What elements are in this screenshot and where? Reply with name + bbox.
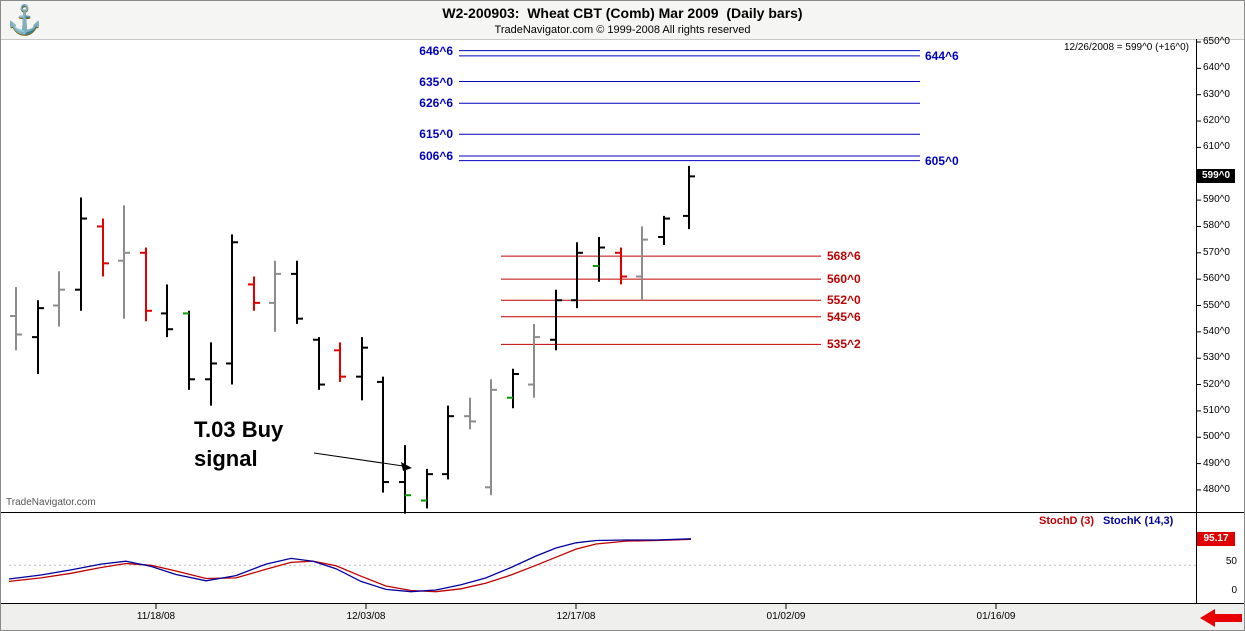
- resistance-level-label: 635^0: [419, 74, 453, 89]
- trade-navigator-logo-icon: ⚓: [7, 4, 42, 35]
- price-axis-separator: [1196, 39, 1197, 603]
- chart-title: W2-200903: Wheat CBT (Comb) Mar 2009 (Da…: [442, 5, 803, 21]
- price-tick-label: 540^0: [1203, 325, 1230, 337]
- copyright-notice: TradeNavigator.com © 1999-2008 All right…: [494, 24, 751, 36]
- price-tick-label: 630^0: [1203, 88, 1230, 100]
- buy-signal-arrow-line: [313, 452, 404, 467]
- resistance-level-label: 615^0: [419, 127, 453, 142]
- resistance-level-label: 605^0: [925, 153, 959, 168]
- buy-signal-annotation: T.03 Buy signal: [194, 415, 283, 473]
- support-level-label: 560^0: [827, 272, 861, 287]
- date-axis-band: [1, 604, 1244, 630]
- resistance-level-label: 646^6: [419, 43, 453, 58]
- resistance-level-label: 626^6: [419, 96, 453, 111]
- legend-stochd-label[interactable]: StochD (3): [1039, 515, 1094, 527]
- price-tick-label: 530^0: [1203, 352, 1230, 364]
- price-tick-label: 650^0: [1203, 36, 1230, 47]
- price-tick-label: 520^0: [1203, 378, 1230, 390]
- stoch-value-badge: 95.17: [1197, 532, 1235, 547]
- chart-watermark: TradeNavigator.com: [6, 497, 96, 508]
- date-axis-separator: [1, 603, 1244, 604]
- stoch-tick-label: 50: [1225, 556, 1237, 568]
- price-tick-label: 490^0: [1203, 457, 1230, 469]
- support-level-label: 552^0: [827, 293, 861, 308]
- resistance-level-label: 644^6: [925, 48, 959, 63]
- legend-stochk-label[interactable]: StochK (14,3): [1103, 515, 1174, 527]
- date-tick-label: 01/02/09: [766, 611, 806, 622]
- header-band: [1, 1, 1244, 40]
- current-price-badge: 599^0: [1197, 169, 1235, 184]
- date-tick-label: 01/16/09: [976, 611, 1016, 622]
- buy-signal-line1: T.03 Buy: [194, 417, 284, 442]
- price-tick-label: 610^0: [1203, 141, 1230, 153]
- price-tick-label: 570^0: [1203, 246, 1230, 258]
- price-tick-label: 640^0: [1203, 62, 1230, 74]
- panel-separator: [1, 512, 1244, 513]
- support-level-label: 568^6: [827, 249, 861, 264]
- stochk-curve: [8, 538, 692, 593]
- price-tick-label: 480^0: [1203, 483, 1230, 495]
- price-tick-label: 560^0: [1203, 273, 1230, 285]
- price-tick-label: 510^0: [1203, 404, 1230, 416]
- price-tick-label: 580^0: [1203, 220, 1230, 232]
- buy-signal-arrowhead: [401, 462, 412, 471]
- last-quote-readout: 12/26/2008 = 599^0 (+16^0): [1063, 42, 1189, 53]
- price-tick-label: 620^0: [1203, 115, 1230, 127]
- resistance-level-label: 606^6: [419, 148, 453, 163]
- support-level-label: 545^6: [827, 309, 861, 324]
- date-tick-label: 11/18/08: [136, 611, 176, 622]
- date-tick-label: 12/03/08: [346, 611, 386, 622]
- date-tick-label: 12/17/08: [556, 611, 596, 622]
- scroll-left-arrow-icon[interactable]: [1197, 607, 1245, 631]
- buy-signal-line2: signal: [194, 446, 258, 471]
- stochd-curve: [8, 538, 692, 593]
- stoch-tick-label: 0: [1231, 585, 1237, 596]
- price-tick-label: 500^0: [1203, 431, 1230, 443]
- support-level-label: 535^2: [827, 337, 861, 352]
- price-tick-label: 550^0: [1203, 299, 1230, 311]
- price-tick-label: 590^0: [1203, 194, 1230, 206]
